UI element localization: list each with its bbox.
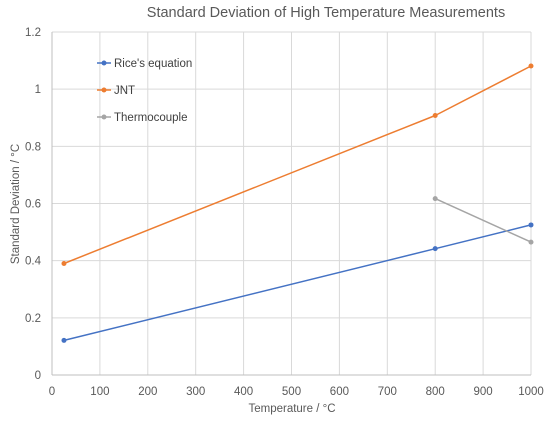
y-tick-label: 0.4 bbox=[25, 256, 42, 268]
x-tick-label: 1000 bbox=[518, 386, 544, 398]
x-tick-label: 400 bbox=[234, 386, 253, 398]
legend-label-rice-s-equation: Rice's equation bbox=[114, 58, 192, 70]
y-tick-label: 0.2 bbox=[25, 313, 41, 325]
y-tick-label: 1.2 bbox=[25, 27, 41, 39]
legend-label-jnt: JNT bbox=[114, 85, 135, 97]
x-tick-label: 0 bbox=[49, 386, 55, 398]
data-point-rice-s-equation bbox=[528, 222, 534, 228]
x-tick-label: 300 bbox=[186, 386, 205, 398]
legend-marker-jnt bbox=[101, 87, 107, 93]
series-lines bbox=[61, 63, 534, 343]
legend-label-thermocouple: Thermocouple bbox=[114, 112, 188, 124]
y-tick-label: 1 bbox=[35, 84, 41, 96]
axes bbox=[51, 32, 531, 376]
data-point-jnt bbox=[528, 63, 534, 69]
legend-marker-rice-s-equation bbox=[101, 60, 107, 66]
data-point-jnt bbox=[61, 261, 67, 267]
x-tick-label: 700 bbox=[378, 386, 397, 398]
x-tick-label: 100 bbox=[90, 386, 109, 398]
tick-labels: 0 0.2 0.4 0.6 0.8 1 1.2 0 100 200 300 400 500 600 700 8… bbox=[25, 27, 544, 398]
y-axis-label: Standard Deviation / °C bbox=[10, 144, 22, 264]
y-tick-label: 0.8 bbox=[25, 141, 41, 153]
data-point-rice-s-equation bbox=[61, 337, 67, 343]
x-tick-label: 900 bbox=[474, 386, 493, 398]
chart-title: Standard Deviation of High Temperature M… bbox=[147, 5, 505, 21]
series-line-thermocouple bbox=[434, 197, 532, 243]
x-tick-label: 500 bbox=[282, 386, 301, 398]
data-point-jnt bbox=[432, 112, 438, 118]
data-point-rice-s-equation bbox=[432, 246, 438, 252]
data-point-thermocouple bbox=[528, 239, 534, 245]
legend-marker-thermocouple bbox=[101, 114, 107, 120]
data-point-thermocouple bbox=[432, 196, 438, 202]
x-tick-label: 600 bbox=[330, 386, 349, 398]
y-tick-label: 0.6 bbox=[25, 199, 41, 211]
legend: Rice's equation JNT Thermocouple bbox=[97, 58, 192, 124]
series-line-rice-s-equation bbox=[63, 224, 532, 342]
x-tick-label: 800 bbox=[426, 386, 445, 398]
y-tick-label: 0 bbox=[35, 370, 41, 382]
x-axis-label: Temperature / °C bbox=[248, 403, 335, 415]
x-tick-label: 200 bbox=[138, 386, 157, 398]
grid bbox=[52, 31, 532, 375]
